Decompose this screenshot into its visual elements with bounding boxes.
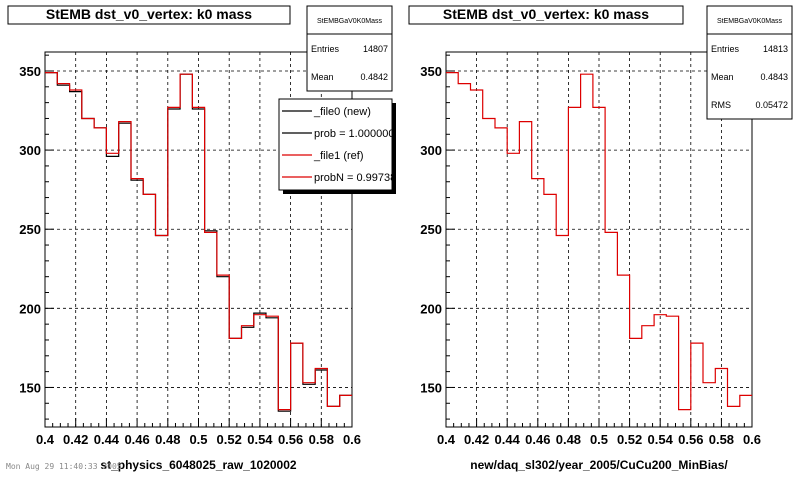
title-box — [7, 5, 291, 25]
x-tick-label: 0.4 — [437, 432, 456, 447]
stats-value: 0.4843 — [760, 72, 788, 82]
x-tick-label: 0.54 — [648, 432, 674, 447]
stats-title: StEMBGaV0K0Mass — [717, 18, 782, 25]
chart-title: StEMB dst_v0_vertex: k0 mass — [46, 6, 252, 22]
y-tick-label: 350 — [420, 64, 442, 79]
stats-label: Entries — [311, 44, 340, 54]
x-tick-label: 0.46 — [525, 432, 550, 447]
panel-2: 0.4 0.42 0.44 0.46 0.48 0.5 0.52 0.54 0.56 0.58 0.… — [408, 5, 793, 472]
stats-label: Mean — [311, 72, 334, 82]
footer-timestamp: Mon Aug 29 11:40:33 2005 — [6, 462, 122, 471]
stats-value: 14813 — [763, 44, 788, 54]
y-tick-label: 300 — [420, 143, 442, 158]
x-tick-label: 0.42 — [63, 432, 88, 447]
x-tick-label: 0.58 — [309, 432, 334, 447]
stats-value: 0.05472 — [755, 100, 788, 110]
x-axis-label: new/daq_sl302/year_2005/CuCu200_MinBias/ — [470, 458, 728, 472]
title-box — [408, 5, 684, 25]
y-tick-label: 250 — [420, 222, 442, 237]
stats-value: 0.4842 — [360, 72, 388, 82]
y-tick-label: 150 — [19, 380, 41, 395]
x-tick-label: 0.52 — [617, 432, 642, 447]
x-tick-label: 0.56 — [278, 432, 303, 447]
y-tick-label: 200 — [420, 301, 442, 316]
legend-label: probN = 0.997384 — [314, 172, 402, 184]
x-tick-label: 0.44 — [94, 432, 120, 447]
legend-clip: _file0 (new) prob = 1.000000 _file1 (ref) p… — [282, 106, 402, 184]
stats-label: Mean — [711, 72, 734, 82]
x-tick-label: 0.56 — [678, 432, 703, 447]
y-tick-label: 250 — [19, 222, 41, 237]
y-tick-label: 150 — [420, 380, 442, 395]
series-line-1 — [446, 72, 752, 411]
x-axis-label: st_physics_6048025_raw_1020002 — [100, 458, 296, 472]
stats-value: 14807 — [363, 44, 388, 54]
legend-box — [278, 98, 393, 191]
x-tick-label: 0.48 — [155, 432, 180, 447]
legend-label: _file0 (new) — [313, 106, 371, 118]
x-tick-label: 0.52 — [217, 432, 242, 447]
stats-label: RMS — [711, 100, 731, 110]
stats-title: StEMBGaV0K0Mass — [317, 18, 382, 25]
legend-label: prob = 1.000000 — [314, 128, 394, 140]
x-tick-label: 0.48 — [556, 432, 581, 447]
y-tick-label: 350 — [19, 64, 41, 79]
x-tick-label: 0.4 — [36, 432, 55, 447]
stats-label: Entries — [711, 44, 740, 54]
x-tick-label: 0.54 — [247, 432, 273, 447]
series-line-2 — [45, 72, 352, 411]
panel-1: 0.4 0.42 0.44 0.46 0.48 0.5 0.52 0.54 0.56 0.58 0.… — [7, 5, 402, 472]
x-tick-label: 0.42 — [464, 432, 489, 447]
chart-title: StEMB dst_v0_vertex: k0 mass — [443, 6, 649, 22]
x-tick-label: 0.46 — [124, 432, 149, 447]
x-tick-label: 0.58 — [709, 432, 734, 447]
stats-box — [306, 5, 393, 92]
legend-label: _file1 (ref) — [313, 150, 364, 162]
x-tick-label: 0.5 — [189, 432, 207, 447]
stats-box — [706, 5, 793, 120]
y-tick-label: 300 — [19, 143, 41, 158]
y-tick-label: 200 — [19, 301, 41, 316]
x-tick-label: 0.6 — [743, 432, 761, 447]
x-tick-label: 0.6 — [343, 432, 361, 447]
x-tick-label: 0.5 — [590, 432, 608, 447]
x-tick-label: 0.44 — [495, 432, 521, 447]
